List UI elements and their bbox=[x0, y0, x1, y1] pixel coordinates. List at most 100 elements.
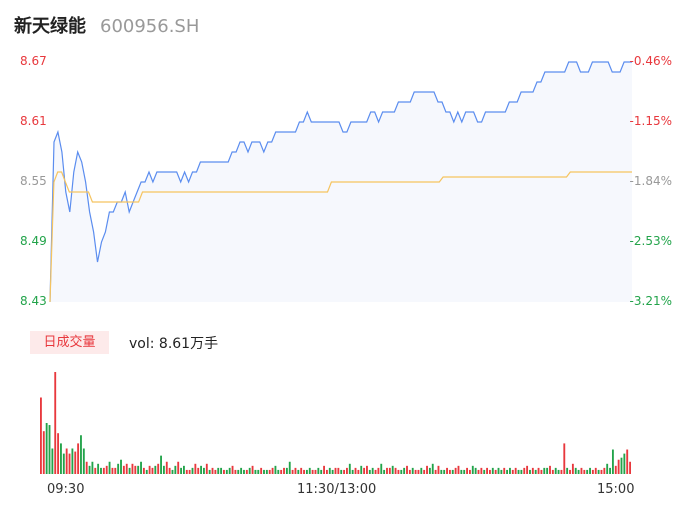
volume-bar bbox=[377, 467, 380, 474]
volume-bar bbox=[148, 465, 151, 474]
volume-bar bbox=[491, 467, 494, 474]
volume-bar bbox=[526, 465, 529, 474]
volume-bar bbox=[486, 467, 488, 474]
pct-tick-label: -1.84% bbox=[629, 174, 672, 188]
volume-bar bbox=[394, 467, 397, 474]
volume-bar bbox=[317, 467, 320, 474]
volume-bar bbox=[117, 463, 120, 474]
volume-bar bbox=[154, 465, 157, 474]
volume-bar bbox=[131, 463, 134, 474]
price-tick-label: 8.43 bbox=[20, 294, 47, 308]
volume-bar bbox=[82, 448, 85, 474]
volume-bar bbox=[271, 467, 274, 474]
volume-bar bbox=[623, 453, 626, 474]
volume-bar bbox=[88, 465, 91, 474]
volume-bar bbox=[294, 467, 297, 474]
volume-bar bbox=[529, 469, 531, 474]
volume-bar bbox=[165, 461, 168, 474]
volume-bar bbox=[554, 467, 557, 474]
volume-bar bbox=[274, 465, 277, 474]
volume-bar bbox=[551, 469, 554, 474]
stock-name: 新天绿能 bbox=[14, 16, 86, 37]
volume-bar bbox=[351, 469, 354, 474]
volume-bar bbox=[571, 463, 574, 474]
volume-bar bbox=[188, 469, 191, 474]
volume-bar bbox=[174, 465, 177, 474]
volume-tag[interactable]: 日成交量 bbox=[30, 331, 109, 354]
volume-bar bbox=[366, 465, 368, 474]
volume-bar bbox=[40, 397, 42, 474]
volume-bar bbox=[514, 467, 517, 474]
stock-header: 新天绿能 600956.SH bbox=[14, 12, 199, 40]
volume-bar bbox=[537, 467, 540, 474]
volume-bar bbox=[280, 469, 283, 474]
volume-bar bbox=[300, 467, 303, 474]
volume-bar bbox=[320, 469, 323, 474]
volume-bar bbox=[151, 467, 154, 474]
volume-bar bbox=[334, 467, 337, 474]
volume-bar bbox=[185, 469, 188, 474]
volume-bar bbox=[191, 467, 194, 474]
volume-bar bbox=[383, 469, 386, 474]
volume-bar bbox=[523, 467, 526, 474]
volume-bar bbox=[128, 467, 131, 474]
volume-bar bbox=[314, 469, 317, 474]
volume-bar bbox=[357, 469, 360, 474]
volume-bar bbox=[517, 469, 520, 474]
volume-bar bbox=[477, 469, 480, 474]
volume-bar bbox=[346, 467, 348, 474]
volume-bar bbox=[105, 465, 108, 474]
volume-bar bbox=[426, 465, 428, 474]
volume-bar bbox=[597, 469, 600, 474]
volume-bar bbox=[205, 463, 208, 474]
volume-bar bbox=[183, 465, 185, 474]
volume-bar bbox=[311, 469, 314, 474]
volume-bar bbox=[546, 467, 549, 474]
pct-tick-label: -3.21% bbox=[629, 294, 672, 308]
volume-bar bbox=[617, 459, 620, 474]
volume-bar bbox=[225, 469, 228, 474]
volume-bar bbox=[629, 461, 631, 474]
volume-bar bbox=[480, 467, 483, 474]
volume-bar bbox=[283, 467, 285, 474]
volume-bar bbox=[574, 467, 577, 474]
volume-bar bbox=[120, 459, 122, 474]
volume-bar bbox=[506, 469, 509, 474]
volume-bar bbox=[51, 448, 54, 474]
volume-bar bbox=[386, 467, 388, 474]
volume-bar bbox=[160, 455, 162, 474]
avg-price-line bbox=[49, 171, 632, 303]
volume-bar bbox=[577, 469, 580, 474]
volume-bar bbox=[237, 469, 240, 474]
volume-bar bbox=[380, 463, 383, 474]
volume-bar bbox=[200, 465, 203, 474]
volume-bar bbox=[62, 453, 65, 474]
volume-bar bbox=[423, 469, 426, 474]
volume-bar bbox=[248, 467, 251, 474]
volume-bar bbox=[557, 469, 560, 474]
volume-bar bbox=[388, 467, 391, 474]
volume-bar bbox=[448, 469, 451, 474]
volume-bar bbox=[331, 469, 334, 474]
volume-bar bbox=[583, 469, 586, 474]
volume-bar bbox=[397, 469, 400, 474]
volume-bar bbox=[626, 449, 629, 474]
volume-bar bbox=[68, 453, 71, 474]
volume-bar bbox=[257, 469, 260, 474]
volume-bar bbox=[208, 469, 211, 474]
volume-bar bbox=[268, 469, 271, 474]
volume-bar bbox=[543, 467, 546, 474]
volume-bar bbox=[391, 465, 394, 474]
volume-bar bbox=[343, 469, 346, 474]
volume-bar bbox=[606, 463, 609, 474]
price-tick-label: 8.55 bbox=[20, 174, 47, 188]
volume-bar bbox=[620, 457, 623, 474]
volume-bar bbox=[374, 469, 377, 474]
volume-bar bbox=[74, 451, 77, 474]
volume-bar bbox=[111, 467, 114, 474]
volume-bar bbox=[586, 469, 589, 474]
stock-code: 600956.SH bbox=[100, 16, 200, 37]
volume-bar bbox=[45, 423, 48, 474]
volume-bar bbox=[291, 469, 294, 474]
volume-bar bbox=[211, 467, 214, 474]
